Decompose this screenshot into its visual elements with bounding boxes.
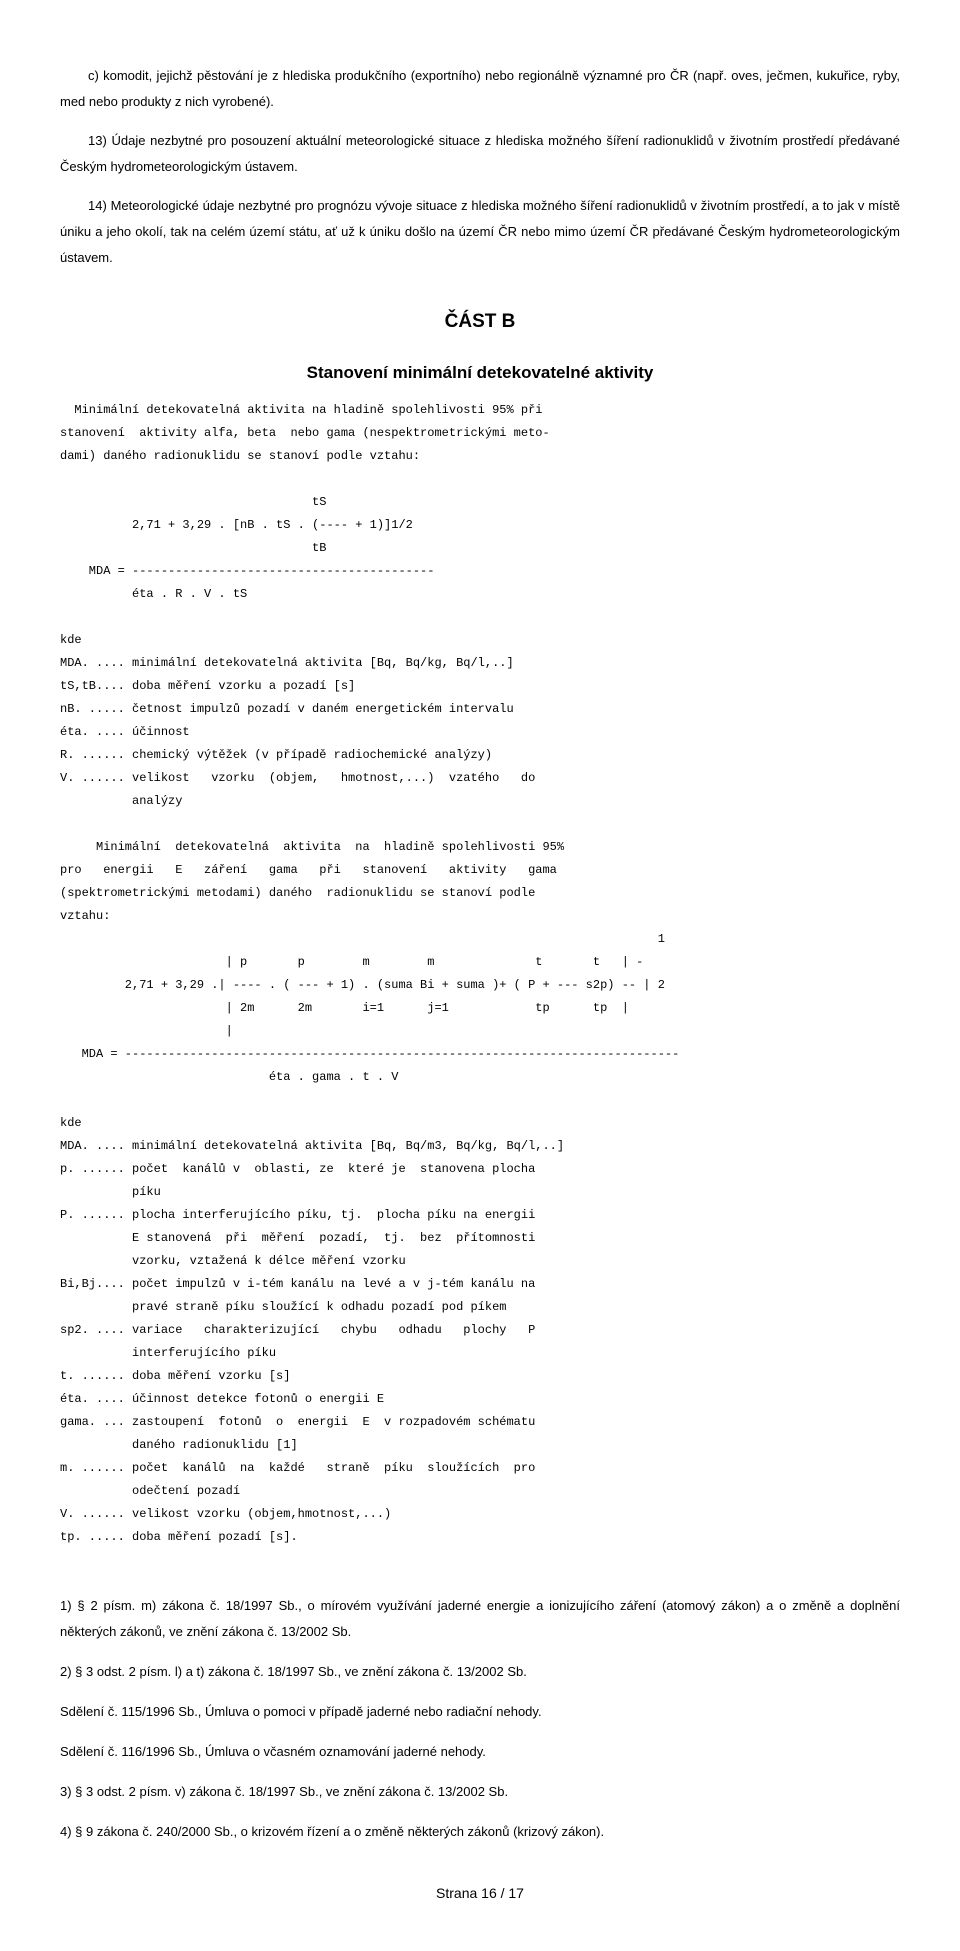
formula2-kde: kde — [60, 1116, 900, 1131]
ref-4: Sdělení č. 116/1996 Sb., Úmluva o včasné… — [60, 1739, 900, 1765]
formula1-kde: kde — [60, 633, 900, 648]
page-footer: Strana 16 / 17 — [60, 1885, 900, 1901]
heading-stanoveni: Stanovení minimální detekovatelné aktivi… — [60, 363, 900, 383]
formula2-l4: | 2m 2m i=1 j=1 tp tp | — [60, 1001, 900, 1016]
formula1-blank2 — [60, 610, 900, 625]
formula2-def-sp2: interferujícího píku — [60, 1346, 900, 1361]
formula1-def-nb: nB. ..... četnost impulzů pozadí v daném… — [60, 702, 900, 717]
formula2-intro-line4: vztahu: — [60, 909, 900, 924]
formula1-def-eta: éta. .... účinnost — [60, 725, 900, 740]
formula2-def-m2: odečtení pozadí — [60, 1484, 900, 1499]
formula2-def-mda: MDA. .... minimální detekovatelná aktivi… — [60, 1139, 900, 1154]
document-page: c) komodit, jejichž pěstování je z hledi… — [0, 0, 960, 1951]
formula2-def-v: V. ...... velikost vzorku (objem,hmotnos… — [60, 1507, 900, 1522]
formula1-def-mda: MDA. .... minimální detekovatelná aktivi… — [60, 656, 900, 671]
formula2-def-p1: p. ...... počet kanálů v oblasti, ze kte… — [60, 1162, 900, 1177]
formula1-def-v2: analýzy — [60, 794, 900, 809]
formula1-intro-line2: stanovení aktivity alfa, beta nebo gama … — [60, 426, 900, 441]
ref-2: 2) § 3 odst. 2 písm. l) a t) zákona č. 1… — [60, 1659, 900, 1685]
formula1-intro-line3: dami) daného radionuklidu se stanoví pod… — [60, 449, 900, 464]
formula2-l7: éta . gama . t . V — [60, 1070, 900, 1085]
paragraph-13: 13) Údaje nezbytné pro posouzení aktuáln… — [60, 128, 900, 180]
formula1-def-tstb: tS,tB.... doba měření vzorku a pozadí [s… — [60, 679, 900, 694]
formula2-l2: | p p m m t t | - — [60, 955, 900, 970]
formula2-def-pp3: vzorku, vztažená k délce měření vzorku — [60, 1254, 900, 1269]
formula2-def-eta: éta. .... účinnost detekce fotonů o ener… — [60, 1392, 900, 1407]
formula2-def-g2: daného radionuklidu [1] — [60, 1438, 900, 1453]
formula2-blank — [60, 1093, 900, 1108]
ref-6: 4) § 9 zákona č. 240/2000 Sb., o krizové… — [60, 1819, 900, 1845]
formula2-def-b2: pravé straně píku sloužící k odhadu poza… — [60, 1300, 900, 1315]
formula1-mda-line: MDA = ----------------------------------… — [60, 564, 900, 579]
formula2-l6: MDA = ----------------------------------… — [60, 1047, 900, 1062]
references-section: 1) § 2 písm. m) zákona č. 18/1997 Sb., o… — [60, 1593, 900, 1845]
formula1-denom: éta . R . V . tS — [60, 587, 900, 602]
heading-cast-b: ČÁST B — [60, 311, 900, 333]
formula2-def-tp: tp. ..... doba měření pozadí [s]. — [60, 1530, 900, 1545]
paragraph-14: 14) Meteorologické údaje nezbytné pro pr… — [60, 193, 900, 271]
ref-3: Sdělení č. 115/1996 Sb., Úmluva o pomoci… — [60, 1699, 900, 1725]
formula2-l5: | — [60, 1024, 900, 1039]
formula2-def-pp2: E stanovená při měření pozadí, tj. bez p… — [60, 1231, 900, 1246]
formula2-intro-line1: Minimální detekovatelná aktivita na hlad… — [60, 840, 900, 855]
formula1-def-r: R. ...... chemický výtěžek (v případě ra… — [60, 748, 900, 763]
formula2-intro-line3: (spektrometrickými metodami) daného radi… — [60, 886, 900, 901]
formula1-ts: tS — [60, 495, 900, 510]
formula2-def-pp1: P. ...... plocha interferujícího píku, t… — [60, 1208, 900, 1223]
ref-1: 1) § 2 písm. m) zákona č. 18/1997 Sb., o… — [60, 1593, 900, 1645]
formula2-def-g1: gama. ... zastoupení fotonů o energii E … — [60, 1415, 900, 1430]
formula2-def-m1: m. ...... počet kanálů na každé straně p… — [60, 1461, 900, 1476]
ref-5: 3) § 3 odst. 2 písm. v) zákona č. 18/199… — [60, 1779, 900, 1805]
formula2-l3: 2,71 + 3,29 .| ---- . ( --- + 1) . (suma… — [60, 978, 900, 993]
formula2-intro-line2: pro energii E záření gama při stanovení … — [60, 863, 900, 878]
formula1-blank — [60, 472, 900, 487]
formula1-blank3 — [60, 817, 900, 832]
formula1-intro-line1: Minimální detekovatelná aktivita na hlad… — [60, 403, 900, 418]
formula2-l1: 1 — [60, 932, 900, 947]
formula1-numerator: 2,71 + 3,29 . [nB . tS . (---- + 1)]1/2 — [60, 518, 900, 533]
spacer — [60, 1553, 900, 1593]
formula2-def-sp1: sp2. .... variace charakterizující chybu… — [60, 1323, 900, 1338]
formula2-def-p2: píku — [60, 1185, 900, 1200]
formula2-def-b1: Bi,Bj.... počet impulzů v i-tém kanálu n… — [60, 1277, 900, 1292]
formula1-tb: tB — [60, 541, 900, 556]
paragraph-c: c) komodit, jejichž pěstování je z hledi… — [60, 63, 900, 115]
formula1-def-v1: V. ...... velikost vzorku (objem, hmotno… — [60, 771, 900, 786]
